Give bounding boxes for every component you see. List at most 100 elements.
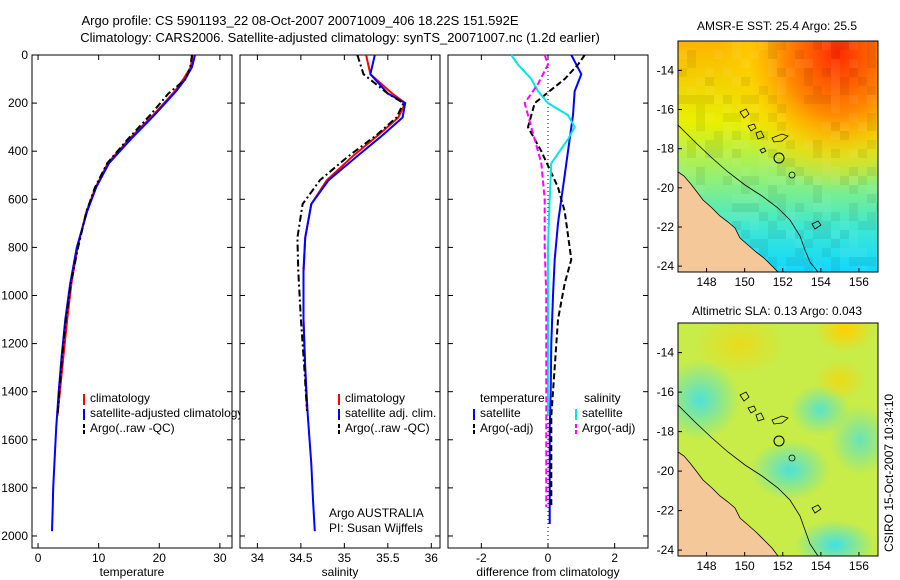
sst-pixel bbox=[867, 194, 876, 203]
depth-tick-label: 1800 bbox=[1, 481, 28, 495]
depth-tick-label: 1600 bbox=[1, 433, 28, 447]
sst-pixel bbox=[849, 149, 858, 158]
depth-tick-label: 1400 bbox=[1, 385, 28, 399]
sst-pixel bbox=[804, 239, 813, 248]
sst-pixel bbox=[831, 176, 840, 185]
sst-pixel bbox=[876, 248, 878, 257]
sst-pixel bbox=[813, 185, 822, 194]
sst-pixel bbox=[813, 176, 822, 185]
sst-pixel bbox=[840, 230, 849, 239]
temperature-profile-satellite-adjusted-climatology-line bbox=[51, 54, 196, 532]
difference-profile-temperature-satellite-line bbox=[548, 54, 583, 524]
sst-pixel bbox=[813, 203, 822, 212]
sst-pixel bbox=[705, 95, 714, 104]
argo-annotation-line: Argo AUSTRALIA bbox=[329, 506, 424, 520]
sst-map-frame bbox=[677, 40, 879, 273]
sst-pixel bbox=[867, 59, 876, 68]
sst-pixel bbox=[858, 248, 867, 257]
sst-pixel bbox=[804, 59, 813, 68]
map-xtick-label: 152 bbox=[773, 275, 793, 289]
map-xtick-label: 148 bbox=[697, 559, 717, 573]
temperature-profile-argo-raw-qc--line bbox=[56, 54, 193, 416]
sst-pixel bbox=[759, 149, 768, 158]
difference-profile-xlabel: difference from climatology bbox=[476, 565, 619, 579]
sst-pixel bbox=[831, 149, 840, 158]
sst-pixel bbox=[768, 185, 777, 194]
sst-pixel bbox=[750, 50, 759, 59]
sst-pixel bbox=[849, 95, 858, 104]
sst-pixel bbox=[804, 95, 813, 104]
sst-pixel bbox=[741, 140, 750, 149]
sst-pixel bbox=[705, 113, 714, 122]
sst-pixel bbox=[813, 86, 822, 95]
sst-pixel bbox=[858, 266, 867, 272]
sst-pixel bbox=[804, 221, 813, 230]
temperature-profile-xlabel: temperature bbox=[100, 565, 165, 579]
sst-pixel bbox=[723, 176, 732, 185]
sst-pixel bbox=[795, 239, 804, 248]
temperature-profile-xtick-label: 10 bbox=[92, 551, 106, 565]
sst-pixel bbox=[750, 113, 759, 122]
sst-pixel bbox=[831, 68, 840, 77]
salinity-profile-xtick-label: 36 bbox=[425, 551, 439, 565]
sst-map-panel: AMSR-E SST: 25.4 Argo: 25.5 148 150 152 154… bbox=[657, 19, 879, 289]
sst-pixel bbox=[858, 149, 867, 158]
sst-pixel bbox=[714, 140, 723, 149]
difference-profile-xtick-label: -2 bbox=[476, 551, 487, 565]
sla-coastline-land bbox=[678, 451, 779, 556]
sst-pixel bbox=[687, 140, 696, 149]
sst-pixel bbox=[741, 77, 750, 86]
map-ytick-label: -24 bbox=[657, 543, 675, 557]
sst-pixel bbox=[741, 194, 750, 203]
sst-pixel bbox=[840, 248, 849, 257]
legend-label: satellite-adjusted climatology bbox=[90, 406, 243, 420]
sst-pixel bbox=[678, 158, 687, 167]
sst-pixel bbox=[831, 41, 840, 50]
sst-pixel bbox=[795, 176, 804, 185]
sst-pixel bbox=[696, 167, 705, 176]
sst-pixel bbox=[768, 68, 777, 77]
map-ytick-label: -20 bbox=[657, 181, 675, 195]
legend-title-salinity: salinity bbox=[584, 391, 621, 405]
depth-tick-label: 2000 bbox=[1, 529, 28, 543]
sst-pixel bbox=[714, 149, 723, 158]
sst-pixel bbox=[768, 113, 777, 122]
sst-pixel bbox=[741, 185, 750, 194]
sst-pixel bbox=[705, 86, 714, 95]
sst-pixel bbox=[768, 140, 777, 149]
sst-pixel bbox=[840, 77, 849, 86]
sst-pixel bbox=[696, 176, 705, 185]
sst-pixel bbox=[678, 50, 687, 59]
sst-pixel bbox=[705, 140, 714, 149]
sst-pixel bbox=[732, 77, 741, 86]
sst-pixel bbox=[777, 194, 786, 203]
sst-pixel bbox=[876, 140, 878, 149]
sst-pixel bbox=[777, 113, 786, 122]
sst-pixel bbox=[777, 176, 786, 185]
sla-map-title: Altimetric SLA: 0.13 Argo: 0.043 bbox=[692, 304, 862, 318]
sst-pixel bbox=[876, 203, 878, 212]
sst-pixel bbox=[777, 203, 786, 212]
sst-pixel bbox=[795, 59, 804, 68]
depth-tick-label: 0 bbox=[21, 48, 28, 62]
sst-pixel bbox=[795, 248, 804, 257]
sst-pixel bbox=[768, 50, 777, 59]
difference-profile-salinity-argo-adj--line bbox=[523, 54, 549, 508]
sst-pixel bbox=[777, 167, 786, 176]
sst-pixel bbox=[759, 158, 768, 167]
argo-annotation-line: PI: Susan Wijffels bbox=[329, 521, 423, 535]
sst-pixel bbox=[804, 68, 813, 77]
sst-pixel bbox=[678, 68, 687, 77]
sst-pixel bbox=[831, 266, 840, 272]
legend-label: satellite bbox=[480, 406, 521, 420]
sst-pixel bbox=[822, 167, 831, 176]
legend-label: Argo(..raw -QC) bbox=[90, 421, 175, 435]
sst-pixel bbox=[786, 257, 795, 266]
salinity-profile-xtick-label: 34 bbox=[251, 551, 265, 565]
legend-label: Argo(-adj) bbox=[582, 421, 635, 435]
sst-pixel bbox=[804, 266, 813, 272]
sst-pixel bbox=[786, 212, 795, 221]
legend-label: Argo(..raw -QC) bbox=[345, 421, 430, 435]
